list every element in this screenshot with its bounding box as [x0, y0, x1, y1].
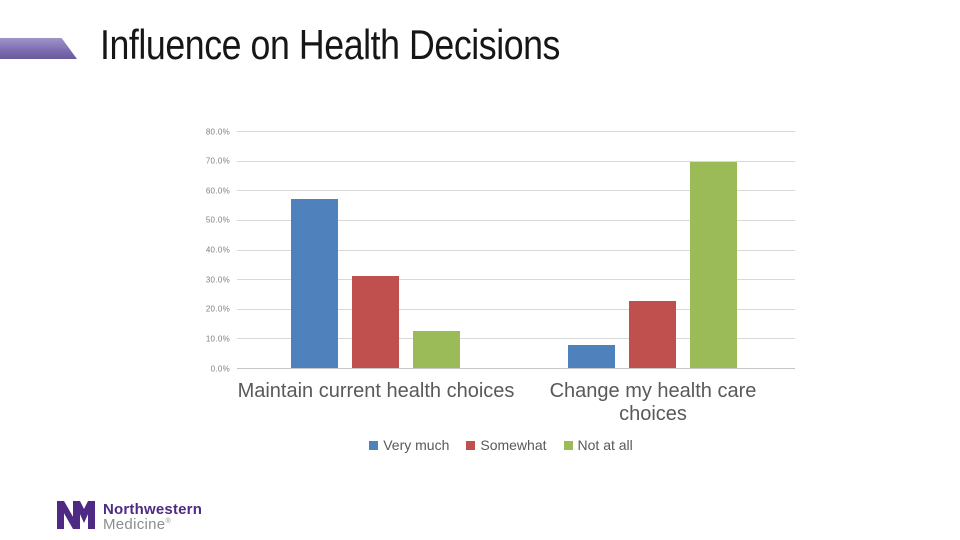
logo-medicine-text: Medicine® [103, 516, 171, 534]
y-axis-tick-50.0%: 50.0% [205, 215, 230, 225]
nm-monogram-icon [57, 501, 95, 529]
legend-label-somewhat: Somewhat [480, 437, 547, 453]
y-axis-tick-20.0%: 20.0% [205, 304, 230, 314]
logo-wordmark: Northwestern Medicine® [103, 501, 202, 533]
category-label-maintain: Maintain current health choices [237, 380, 515, 402]
gridline-50.0% [237, 219, 795, 221]
y-axis-tick-10.0%: 10.0% [205, 334, 230, 344]
northwestern-medicine-logo: Northwestern Medicine® [57, 501, 202, 533]
bar-not-at-all-change-my-health-care-choices [690, 161, 737, 368]
legend-swatch-very-much [369, 440, 379, 450]
gridline-60.0% [237, 190, 795, 192]
gridline-30.0% [237, 279, 795, 281]
accent-ribbon [0, 38, 77, 59]
gridline-70.0% [237, 160, 795, 162]
gridline-0.0% [237, 368, 795, 369]
legend-swatch-somewhat [466, 440, 476, 450]
registered-mark: ® [165, 518, 171, 526]
bar-group-change-my-health-care-choices [568, 161, 737, 368]
bar-very-much-change-my-health-care-choices [568, 345, 615, 368]
bar-somewhat-maintain-current-health-choices [352, 276, 399, 368]
y-axis-tick-70.0%: 70.0% [205, 156, 230, 166]
category-label-change: Change my health care choices [549, 380, 757, 426]
logo-northwestern-text: Northwestern [103, 501, 203, 518]
y-axis-tick-60.0%: 60.0% [205, 186, 230, 196]
bar-very-much-maintain-current-health-choices [291, 199, 338, 368]
bar-not-at-all-maintain-current-health-choices [413, 331, 460, 368]
gridline-10.0% [237, 338, 795, 340]
gridline-40.0% [237, 249, 795, 251]
slide-title: Influence on Health Decisions [100, 21, 560, 68]
y-axis-tick-40.0%: 40.0% [205, 245, 230, 255]
bar-somewhat-change-my-health-care-choices [629, 301, 676, 368]
legend-label-not-at-all: Not at all [577, 437, 633, 453]
plot-area: 0.0% 10.0% 20.0% 30.0% 40.0% 50.0% 60.0% 70.0% 8… [206, 127, 795, 373]
legend-item-very-much: Very much [369, 437, 449, 453]
legend-swatch-not-at-all [563, 440, 573, 450]
y-axis-tick-80.0%: 80.0% [205, 127, 230, 136]
bar-group-maintain-current-health-choices [291, 199, 460, 368]
legend-item-somewhat: Somewhat [466, 437, 547, 453]
y-axis-tick-30.0%: 30.0% [205, 275, 230, 285]
legend-item-not-at-all: Not at all [563, 437, 633, 453]
gridline-20.0% [237, 308, 795, 310]
legend-label-very-much: Very much [383, 437, 450, 453]
chart-legend: Very much Somewhat Not at all [222, 437, 780, 453]
gridline-80.0% [237, 131, 795, 132]
y-axis-tick-0.0%: 0.0% [210, 364, 230, 373]
